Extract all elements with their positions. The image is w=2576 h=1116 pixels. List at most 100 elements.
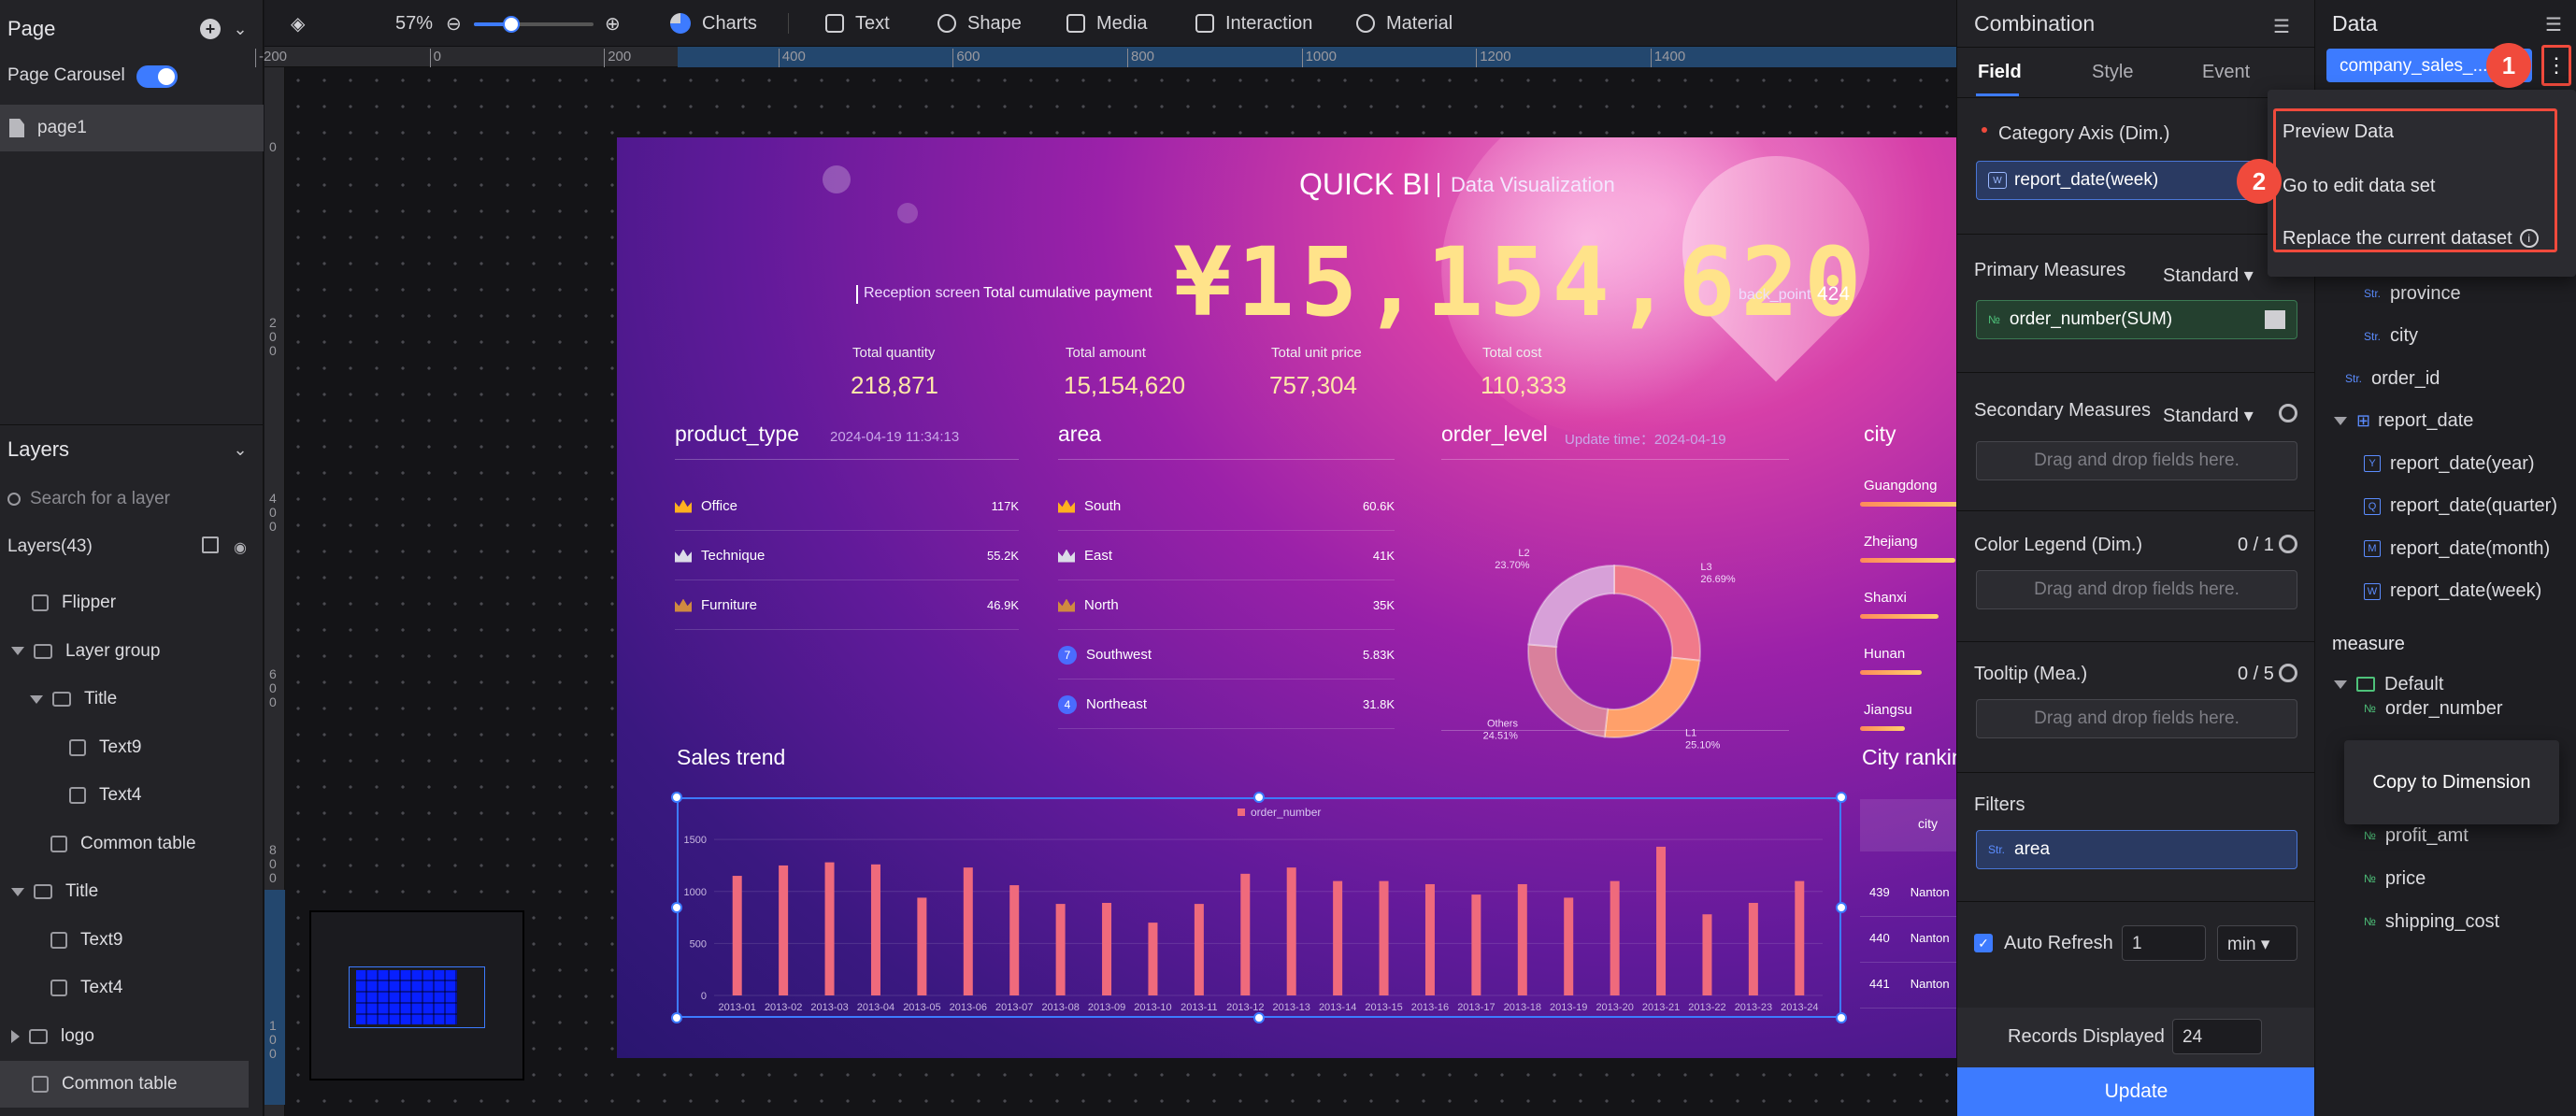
bar[interactable] xyxy=(732,876,742,995)
auto-refresh-checkbox[interactable]: ✓ xyxy=(1974,934,1993,952)
bar[interactable] xyxy=(1748,902,1758,995)
page-carousel-toggle[interactable] xyxy=(136,65,178,88)
edit-dataset-item[interactable]: Go to edit data set xyxy=(2283,175,2436,196)
bar[interactable] xyxy=(1702,914,1712,995)
copy-to-dimension-item[interactable]: Copy to Dimension xyxy=(2344,740,2559,824)
measure-item[interactable]: № price xyxy=(2364,860,2426,897)
zoom-in-icon[interactable]: ⊕ xyxy=(605,13,621,35)
donut-slice[interactable] xyxy=(1613,564,1701,662)
list-item[interactable]: Office 117K xyxy=(675,482,1019,531)
material-menu[interactable]: Material xyxy=(1356,0,1453,47)
sales-trend-chart[interactable]: 0 500 1000 1500 2013-01 2013-02 2013-03 2013-04… xyxy=(677,797,1845,1022)
bar[interactable] xyxy=(1795,880,1805,995)
refresh-unit-select[interactable]: min ▾ xyxy=(2217,925,2297,961)
caret-right-icon[interactable] xyxy=(11,1029,20,1043)
dashboard-canvas[interactable]: QUICK BI Data Visualization Reception sc… xyxy=(617,137,1956,1058)
bar[interactable] xyxy=(917,897,927,995)
page-item[interactable]: page1 xyxy=(0,105,264,151)
layer-item[interactable]: Common table xyxy=(0,1061,249,1108)
layer-search[interactable]: Search for a layer xyxy=(7,486,252,512)
donut-slice[interactable] xyxy=(1527,564,1615,649)
field-item[interactable]: Str. city xyxy=(2364,318,2418,355)
charts-menu[interactable]: Charts xyxy=(670,0,757,47)
preview-data-item[interactable]: Preview Data xyxy=(2283,121,2394,142)
add-page-icon[interactable]: + xyxy=(200,19,221,39)
bar[interactable] xyxy=(1379,880,1389,995)
eye-icon[interactable]: ◉ xyxy=(234,540,247,556)
tooltip-dropzone[interactable]: Drag and drop fields here. xyxy=(1976,699,2297,738)
resize-handle[interactable] xyxy=(1836,792,1847,803)
tab-field[interactable]: Field xyxy=(1978,62,2022,82)
bar[interactable] xyxy=(1656,846,1667,995)
measure-item[interactable]: № shipping_cost xyxy=(2364,903,2499,940)
resize-handle[interactable] xyxy=(1253,792,1265,803)
bar[interactable] xyxy=(1148,923,1158,995)
bar[interactable] xyxy=(779,865,789,995)
replace-dataset-item[interactable]: Replace the current dataset i xyxy=(2268,217,2576,260)
bar[interactable] xyxy=(1424,883,1435,995)
zoom-slider[interactable] xyxy=(474,16,594,33)
caret-down-icon[interactable] xyxy=(2334,417,2347,425)
resize-handle[interactable] xyxy=(1253,1012,1265,1023)
layer-item[interactable]: Title xyxy=(0,868,264,915)
bar[interactable] xyxy=(1471,894,1481,995)
layer-item[interactable]: Text4 xyxy=(0,965,264,1011)
text-menu[interactable]: Text xyxy=(825,0,890,47)
layer-item[interactable]: Text4 xyxy=(0,772,264,819)
primary-measure-field[interactable]: № order_number(SUM) xyxy=(1976,300,2297,339)
search-input[interactable]: Search for a layer xyxy=(30,489,170,508)
field-item[interactable]: Str. order_id xyxy=(2345,360,2440,397)
table-row[interactable]: 440 Nanton xyxy=(1860,914,1956,963)
interaction-menu[interactable]: Interaction xyxy=(1195,0,1312,47)
gear-icon[interactable] xyxy=(2279,535,2297,553)
shape-menu[interactable]: Shape xyxy=(937,0,1022,47)
bar[interactable] xyxy=(1240,873,1251,995)
chevron-down-icon[interactable]: ⌄ xyxy=(233,439,248,459)
secondary-dropzone[interactable]: Drag and drop fields here. xyxy=(1976,441,2297,480)
bar[interactable] xyxy=(1333,880,1343,995)
bar[interactable] xyxy=(1564,897,1574,995)
layers-toggle-icon[interactable]: ◈ xyxy=(291,13,306,35)
default-folder[interactable]: Default xyxy=(2334,665,2443,703)
layer-item[interactable]: Common table xyxy=(0,821,264,867)
layer-item[interactable]: Flipper xyxy=(0,579,264,626)
list-icon[interactable]: ☰ xyxy=(2545,15,2562,36)
resize-handle[interactable] xyxy=(671,902,682,913)
measure-item[interactable]: № profit_amt xyxy=(2364,817,2469,854)
caret-down-icon[interactable] xyxy=(11,887,24,896)
list-item[interactable]: South 60.6K xyxy=(1058,482,1395,531)
table-row[interactable]: 441 Nanton xyxy=(1860,960,1956,1009)
measure-item[interactable]: № order_number xyxy=(2364,690,2503,727)
list-item[interactable]: 7 Southwest 5.83K xyxy=(1058,631,1395,680)
donut-slice[interactable] xyxy=(1527,643,1610,738)
caret-down-icon[interactable] xyxy=(30,694,43,704)
chevron-down-icon[interactable]: ⌄ xyxy=(233,19,248,38)
filter-field[interactable]: Str. area xyxy=(1976,830,2297,869)
layer-item[interactable]: Title xyxy=(0,676,264,723)
donut-slice[interactable] xyxy=(1603,656,1701,738)
resize-handle[interactable] xyxy=(671,1012,682,1023)
list-icon[interactable]: ☰ xyxy=(2273,17,2290,37)
gear-icon[interactable] xyxy=(2279,404,2297,422)
primary-standard-select[interactable]: Standard ▾ xyxy=(2163,265,2254,286)
bar[interactable] xyxy=(1055,904,1066,995)
layer-item[interactable]: Text9 xyxy=(0,724,264,771)
refresh-interval-input[interactable]: 1 xyxy=(2122,925,2206,961)
collapse-all-icon[interactable] xyxy=(202,537,219,553)
bar[interactable] xyxy=(963,867,973,995)
layer-item[interactable]: logo xyxy=(0,1013,264,1060)
bar[interactable] xyxy=(1610,880,1620,995)
list-item[interactable]: Furniture 46.9K xyxy=(675,581,1019,630)
field-item[interactable]: ⊞ report_date xyxy=(2334,403,2473,440)
bar[interactable] xyxy=(824,862,835,995)
bar[interactable] xyxy=(870,864,880,995)
bar[interactable] xyxy=(1194,904,1204,995)
tab-style[interactable]: Style xyxy=(2092,62,2134,82)
bar[interactable] xyxy=(1517,883,1527,995)
resize-handle[interactable] xyxy=(1836,1012,1847,1023)
more-vertical-icon[interactable]: ⋮ xyxy=(2546,53,2567,77)
